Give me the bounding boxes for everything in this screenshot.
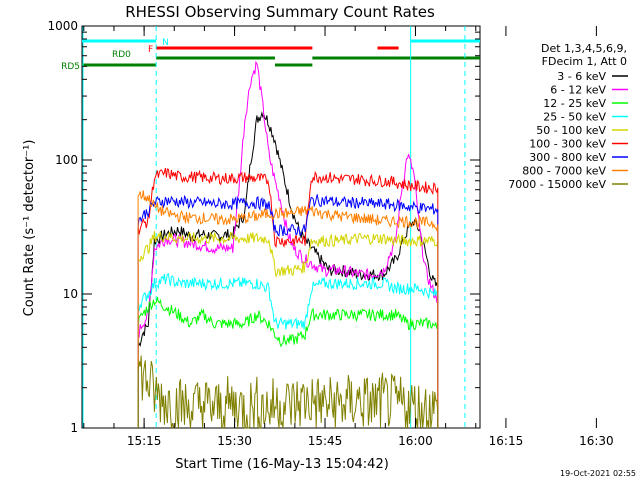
series-line-8 — [137, 355, 439, 429]
series-line-1 — [137, 60, 439, 428]
series-line-7 — [137, 190, 439, 428]
legend-label-4: 50 - 100 keV — [536, 124, 606, 137]
legend: Det 1,3,4,5,6,9,FDecim 1, Att 0 3 - 6 keV… — [508, 42, 628, 191]
legend-label-8: 7000 - 15000 keV — [508, 178, 606, 191]
legend-header-1: FDecim 1, Att 0 — [542, 55, 627, 68]
legend-header-0: Det 1,3,4,5,6,9, — [541, 42, 627, 55]
y-tick-label-2: 100 — [55, 153, 78, 167]
plot-frame — [81, 25, 481, 429]
chart-title: RHESSI Observing Summary Count Rates — [125, 3, 435, 21]
x-tick-label-0: 15:15 — [127, 434, 162, 448]
y-tick-label-3: 1000 — [47, 19, 78, 33]
legend-label-3: 25 - 50 keV — [543, 111, 606, 124]
y-tick-label-0: 1 — [70, 421, 78, 435]
legend-label-0: 3 - 6 keV — [557, 70, 606, 83]
vertical-markers — [82, 26, 466, 428]
flag-label-n: N — [162, 38, 169, 48]
legend-label-6: 300 - 800 keV — [529, 151, 606, 164]
flag-label-rd0: RD0 — [112, 50, 131, 60]
y-tick-label-1: 10 — [63, 287, 78, 301]
series-line-3 — [137, 272, 439, 428]
flag-bars: NF RD0 RD5 — [61, 38, 480, 72]
legend-label-1: 6 - 12 keV — [550, 84, 606, 97]
legend-label-5: 100 - 300 keV — [529, 138, 606, 151]
y-axis-label: Count Rate (s⁻¹ detector⁻¹) — [22, 140, 37, 317]
flag-label-f: F — [148, 45, 153, 55]
flag-label-rd5: RD5 — [61, 62, 80, 72]
series-line-4 — [137, 230, 439, 428]
series-lines — [137, 60, 439, 429]
footer-date: 19-Oct-2021 02:55 — [560, 469, 636, 478]
legend-label-2: 12 - 25 keV — [543, 97, 606, 110]
axes: 1 10 100 1000 15:15 15:30 15:45 16:00 16:15 16:30 — [47, 19, 613, 448]
legend-label-7: 800 - 7000 keV — [522, 165, 606, 178]
series-line-2 — [137, 296, 439, 428]
series-line-6 — [137, 194, 439, 428]
series-line-0 — [137, 111, 439, 428]
series-line-5 — [137, 167, 439, 428]
x-tick-label-5: 16:30 — [579, 434, 614, 448]
x-tick-label-1: 15:30 — [217, 434, 252, 448]
x-axis-label: Start Time (16-May-13 15:04:42) — [175, 457, 389, 472]
x-tick-label-2: 15:45 — [308, 434, 343, 448]
x-tick-label-4: 16:15 — [489, 434, 524, 448]
x-tick-label-3: 16:00 — [398, 434, 433, 448]
